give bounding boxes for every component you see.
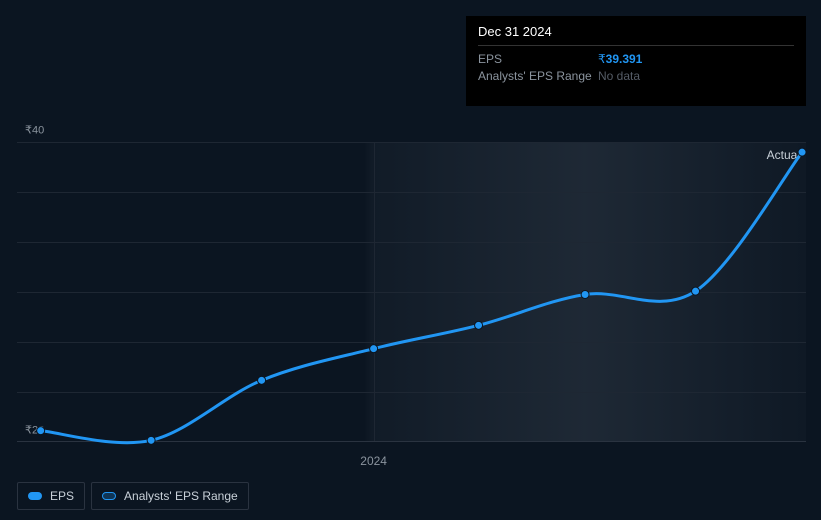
- eps-marker[interactable]: [258, 376, 266, 384]
- chart-svg: [17, 142, 806, 442]
- y-axis-label-max: ₹40: [25, 124, 44, 137]
- eps-marker[interactable]: [147, 436, 155, 444]
- tooltip-card: Dec 31 2024 EPS ₹39.391 Analysts' EPS Ra…: [466, 16, 806, 106]
- tooltip-range-label: Analysts' EPS Range: [478, 69, 598, 83]
- tooltip-row-range: Analysts' EPS Range No data: [478, 69, 794, 83]
- eps-markers: [37, 148, 806, 444]
- x-axis-label: 2024: [360, 454, 387, 468]
- eps-marker[interactable]: [475, 321, 483, 329]
- eps-marker[interactable]: [370, 345, 378, 353]
- tooltip-date: Dec 31 2024: [478, 24, 794, 39]
- legend-item-eps[interactable]: EPS: [17, 482, 85, 510]
- tooltip-row-eps: EPS ₹39.391: [478, 52, 794, 66]
- eps-marker[interactable]: [581, 291, 589, 299]
- legend: EPS Analysts' EPS Range: [17, 482, 249, 510]
- legend-label-eps: EPS: [50, 489, 74, 503]
- eps-marker[interactable]: [692, 287, 700, 295]
- eps-marker[interactable]: [37, 427, 45, 435]
- chart-container: Dec 31 2024 EPS ₹39.391 Analysts' EPS Ra…: [0, 0, 821, 520]
- legend-swatch-range: [102, 492, 116, 500]
- eps-line: [41, 152, 802, 443]
- tooltip-eps-label: EPS: [478, 52, 598, 66]
- legend-label-range: Analysts' EPS Range: [124, 489, 238, 503]
- legend-swatch-eps: [28, 492, 42, 500]
- legend-item-range[interactable]: Analysts' EPS Range: [91, 482, 249, 510]
- eps-marker[interactable]: [798, 148, 806, 156]
- tooltip-eps-value: ₹39.391: [598, 52, 642, 66]
- tooltip-range-value: No data: [598, 69, 640, 83]
- tooltip-divider: [478, 45, 794, 46]
